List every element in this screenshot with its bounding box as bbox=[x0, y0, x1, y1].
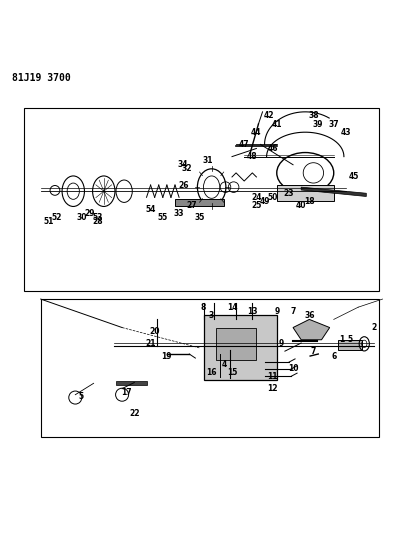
Text: 53: 53 bbox=[92, 213, 103, 222]
Text: 26: 26 bbox=[178, 181, 188, 190]
Text: 16: 16 bbox=[206, 368, 217, 377]
Text: 49: 49 bbox=[259, 197, 270, 206]
Text: 32: 32 bbox=[182, 164, 193, 173]
Text: 9: 9 bbox=[278, 340, 283, 349]
Text: 40: 40 bbox=[296, 201, 306, 210]
Text: 41: 41 bbox=[271, 119, 282, 128]
Text: 27: 27 bbox=[186, 201, 197, 210]
Text: 44: 44 bbox=[251, 128, 262, 136]
Polygon shape bbox=[116, 381, 147, 384]
Text: 28: 28 bbox=[92, 217, 103, 226]
Text: 22: 22 bbox=[129, 408, 140, 417]
Text: 24: 24 bbox=[251, 193, 262, 202]
Text: 19: 19 bbox=[162, 352, 172, 360]
Polygon shape bbox=[204, 316, 277, 381]
Text: 30: 30 bbox=[76, 213, 87, 222]
Text: 47: 47 bbox=[239, 140, 249, 149]
Polygon shape bbox=[293, 319, 330, 340]
Text: 20: 20 bbox=[149, 327, 160, 336]
Text: 15: 15 bbox=[227, 368, 237, 377]
Text: 7: 7 bbox=[311, 348, 316, 357]
Text: 34: 34 bbox=[178, 160, 188, 169]
Text: 9: 9 bbox=[274, 307, 279, 316]
Text: 5: 5 bbox=[348, 335, 352, 344]
Text: 54: 54 bbox=[145, 205, 156, 214]
Text: 51: 51 bbox=[44, 217, 54, 226]
Text: 1: 1 bbox=[339, 335, 344, 344]
Polygon shape bbox=[301, 187, 366, 197]
Text: 38: 38 bbox=[308, 111, 319, 120]
Text: 11: 11 bbox=[267, 372, 278, 381]
Text: 43: 43 bbox=[341, 128, 351, 136]
Text: 50: 50 bbox=[267, 193, 278, 202]
Bar bbox=[277, 185, 334, 201]
Text: 2: 2 bbox=[372, 323, 377, 332]
Text: 18: 18 bbox=[304, 197, 315, 206]
Text: 25: 25 bbox=[251, 201, 262, 210]
Text: 4: 4 bbox=[221, 360, 226, 369]
Text: 36: 36 bbox=[304, 311, 315, 320]
Text: 21: 21 bbox=[145, 340, 156, 349]
Text: 29: 29 bbox=[84, 209, 95, 218]
Text: 17: 17 bbox=[121, 388, 131, 397]
Text: 12: 12 bbox=[267, 384, 278, 393]
Bar bbox=[216, 328, 256, 360]
Text: 52: 52 bbox=[52, 213, 62, 222]
Text: 48: 48 bbox=[247, 152, 258, 161]
Text: 39: 39 bbox=[312, 119, 323, 128]
Text: 5: 5 bbox=[79, 392, 84, 401]
Text: 14: 14 bbox=[227, 303, 237, 312]
Text: 35: 35 bbox=[194, 213, 205, 222]
Polygon shape bbox=[175, 199, 224, 206]
Text: 6: 6 bbox=[331, 352, 336, 360]
Text: 33: 33 bbox=[174, 209, 184, 218]
Text: 45: 45 bbox=[349, 173, 359, 181]
Text: 23: 23 bbox=[284, 189, 294, 198]
Text: 3: 3 bbox=[209, 311, 214, 320]
Text: 7: 7 bbox=[290, 307, 296, 316]
Text: 81J19 3700: 81J19 3700 bbox=[12, 73, 71, 83]
Text: 46: 46 bbox=[267, 144, 278, 153]
Text: 37: 37 bbox=[328, 119, 339, 128]
Text: 8: 8 bbox=[201, 303, 206, 312]
Text: 10: 10 bbox=[288, 364, 298, 373]
Bar bbox=[338, 340, 362, 350]
Text: 55: 55 bbox=[158, 213, 168, 222]
Text: 13: 13 bbox=[247, 307, 258, 316]
Text: 42: 42 bbox=[263, 111, 274, 120]
Text: 31: 31 bbox=[202, 156, 213, 165]
